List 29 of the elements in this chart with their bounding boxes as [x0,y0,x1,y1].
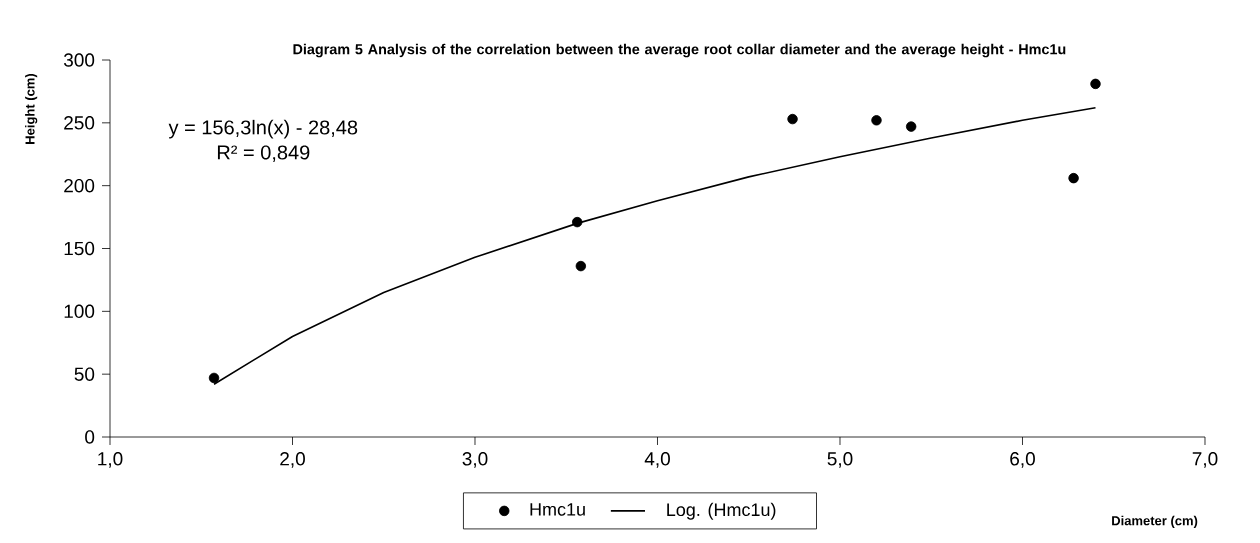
legend-label: Hmc1u [530,503,585,516]
point [871,115,882,126]
point [208,372,220,384]
y-tick-label: 250 [64,116,95,130]
point [1068,172,1079,184]
y-tick-label: 300 [63,53,95,67]
x-tick-label: 1,0 [98,452,123,468]
x-axis-title: Diameter (cm) [1112,515,1198,528]
y-tick-label: 200 [64,178,95,193]
point [572,216,583,228]
point [905,121,917,132]
point [575,260,587,272]
y-tick-label: 0 [85,430,95,444]
x-tick-label: 2,0 [280,452,305,468]
x-tick-label: 5,0 [827,452,853,468]
point [787,113,798,125]
legend-label: Log. (Hmc1u) [667,502,776,520]
point [1090,78,1101,90]
y-tick-label: 150 [64,241,95,256]
y-axis-title: Height (cm) [25,73,38,144]
y-tick-label: 100 [64,304,95,319]
annotation: R² = 0,849 [217,145,310,162]
x-tick-label: 6,0 [1010,452,1035,468]
chart-title: Diagram 5 Analysis of the correlation between the average root collar diameter and the average height - Hmc1u [293,43,1066,58]
x-tick-label: 4,0 [644,452,670,468]
annotation: y = 156,3ln(x) - 28,48 [168,119,358,139]
x-tick-label: 7,0 [1192,452,1218,468]
y-tick-label: 50 [74,367,95,381]
x-tick-label: 3,0 [462,452,488,468]
